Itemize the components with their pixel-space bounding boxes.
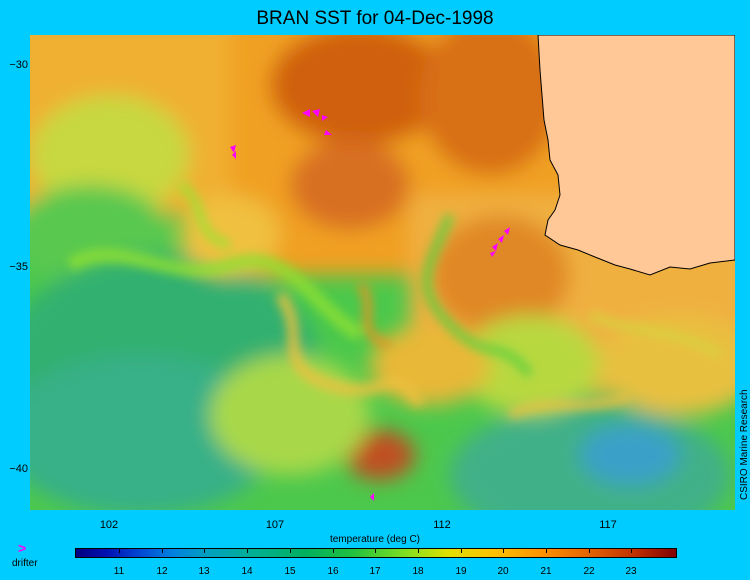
colorbar-tick-label: 22 — [583, 566, 595, 577]
drifter-tracks — [230, 109, 510, 501]
map-title: BRAN SST for 04-Dec-1998 — [256, 8, 494, 29]
x-tick-label: 107 — [265, 519, 285, 531]
colorbar-tick-label: 13 — [198, 566, 210, 577]
sst-field — [30, 35, 735, 510]
colorbar-tick-mark — [546, 548, 547, 553]
x-tick-label: 102 — [99, 519, 119, 531]
colorbar-tick-mark — [162, 548, 163, 553]
colorbar-tick-mark — [204, 548, 205, 553]
y-tick-label: −40 — [9, 463, 28, 475]
credit-text: CSIRO Marine Research — [739, 389, 750, 500]
colorbar-tick-mark — [503, 548, 504, 553]
colorbar-tick-mark — [375, 548, 376, 553]
colorbar-tick-mark — [119, 548, 120, 553]
colorbar-tick-mark — [589, 548, 590, 553]
drifter-legend-label: drifter — [12, 558, 38, 569]
colorbar-tick-mark — [461, 548, 462, 553]
colorbar-tick-mark — [247, 548, 248, 553]
colorbar-tick-label: 14 — [241, 566, 253, 577]
sst-map — [30, 35, 735, 510]
colorbar-tick-mark — [333, 548, 334, 553]
drifter-legend-icon: > — [18, 540, 27, 556]
x-tick-label: 112 — [433, 519, 451, 531]
y-tick-label: −35 — [9, 261, 28, 273]
colorbar-tick-label: 16 — [327, 566, 339, 577]
colorbar — [75, 548, 677, 558]
colorbar-tick-label: 17 — [369, 566, 381, 577]
x-tick-label: 117 — [599, 519, 617, 531]
colorbar-tick-label: 11 — [113, 566, 125, 577]
colorbar-tick-label: 15 — [284, 566, 296, 577]
colorbar-tick-mark — [631, 548, 632, 553]
colorbar-tick-label: 20 — [497, 566, 509, 577]
colorbar-tick-label: 12 — [156, 566, 168, 577]
colorbar-label: temperature (deg C) — [329, 534, 421, 545]
land-mass — [537, 35, 735, 276]
colorbar-tick-label: 23 — [625, 566, 637, 577]
colorbar-tick-mark — [418, 548, 419, 553]
colorbar-tick-label: 18 — [412, 566, 424, 577]
colorbar-tick-label: 21 — [540, 566, 552, 577]
colorbar-tick-label: 19 — [455, 566, 467, 577]
colorbar-tick-mark — [290, 548, 291, 553]
y-tick-label: −30 — [9, 59, 28, 71]
